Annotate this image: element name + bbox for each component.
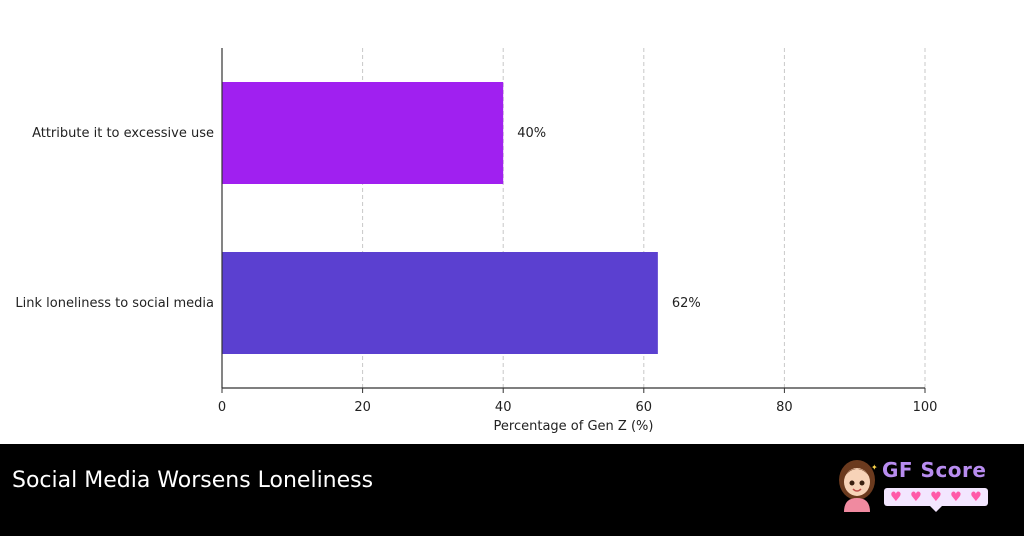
footer-banner: Social Media Worsens Loneliness ✦ GF Sco… <box>0 444 1024 536</box>
x-tick-label: 20 <box>354 400 371 415</box>
heart-icon: ♥ <box>930 489 942 505</box>
x-tick-label: 80 <box>776 400 793 415</box>
bar <box>222 252 658 354</box>
x-tick-label: 100 <box>913 400 938 415</box>
heart-icon: ♥ <box>890 489 902 505</box>
svg-text:✦: ✦ <box>871 463 878 472</box>
x-tick-label: 60 <box>636 400 653 415</box>
footer-title: Social Media Worsens Loneliness <box>12 468 374 493</box>
category-label: Link loneliness to social media <box>15 296 214 311</box>
heart-icon: ♥ <box>970 489 982 505</box>
x-tick-label: 40 <box>495 400 512 415</box>
heart-icon: ♥ <box>950 489 962 505</box>
brand-name: GF Score <box>882 458 987 482</box>
category-label: Attribute it to excessive use <box>32 126 214 141</box>
speech-pointer <box>930 506 942 512</box>
brand-logo[interactable]: ✦ GF Score ♥ ♥ ♥ ♥ ♥ <box>834 456 1004 526</box>
x-tick-label: 0 <box>218 400 226 415</box>
chart-area: Attribute it to excessive use 40% Link lon… <box>15 48 938 434</box>
rating-hearts: ♥ ♥ ♥ ♥ ♥ <box>884 488 988 506</box>
bar-chart: Attribute it to excessive use 40% Link lon… <box>15 48 938 434</box>
x-axis-title: Percentage of Gen Z (%) <box>494 419 654 434</box>
heart-icon: ♥ <box>910 489 922 505</box>
avatar-icon: ✦ <box>839 460 878 512</box>
data-label: 62% <box>672 296 701 311</box>
data-label: 40% <box>517 126 546 141</box>
bar <box>222 82 504 184</box>
